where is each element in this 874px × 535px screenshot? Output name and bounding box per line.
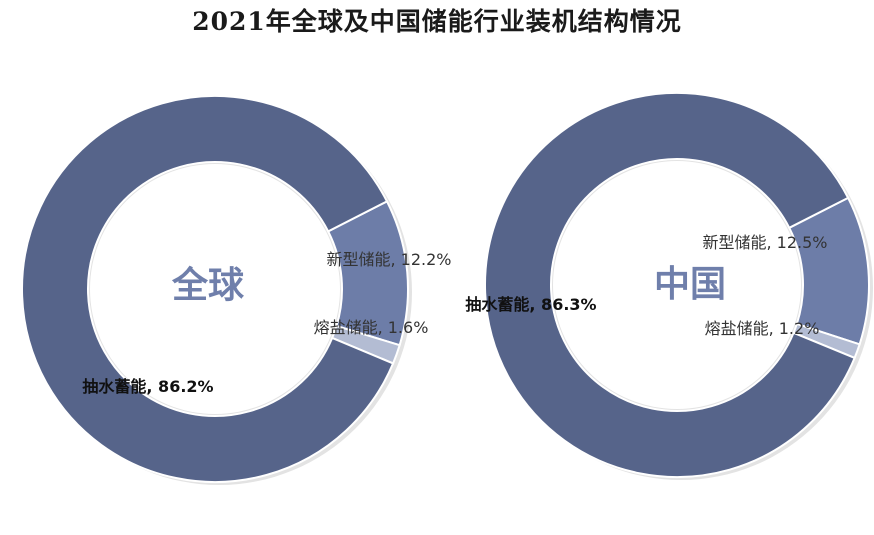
slice-label-熔盐储能: 熔盐储能, 1.2% bbox=[705, 319, 820, 338]
center-label: 全球 bbox=[171, 264, 245, 306]
slice-label-新型储能: 新型储能, 12.2% bbox=[326, 250, 451, 269]
donut-hole bbox=[90, 164, 340, 414]
slice-label-熔盐储能: 熔盐储能, 1.6% bbox=[314, 318, 429, 337]
slice-抽水蓄能 bbox=[21, 95, 395, 483]
slice-label-抽水蓄能: 抽水蓄能, 86.2% bbox=[82, 377, 213, 396]
donut-hole bbox=[553, 161, 801, 409]
slice-label-新型储能: 新型储能, 12.5% bbox=[702, 233, 827, 252]
chart-title: 2021年全球及中国储能行业装机结构情况 bbox=[192, 7, 682, 36]
center-label: 中国 bbox=[654, 263, 726, 305]
slice-抽水蓄能 bbox=[484, 92, 856, 478]
slice-label-抽水蓄能: 抽水蓄能, 86.3% bbox=[465, 295, 596, 314]
